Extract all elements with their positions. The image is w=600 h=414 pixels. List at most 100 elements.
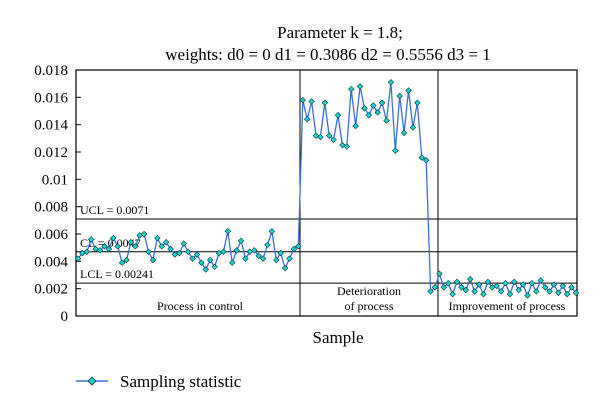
legend-label: Sampling statistic (120, 372, 242, 391)
series-group (74, 79, 580, 299)
data-point (110, 234, 117, 242)
data-point (467, 275, 474, 283)
data-point (480, 290, 487, 298)
region-label-in-control: Process in control (157, 299, 244, 313)
data-point (189, 255, 196, 262)
data-point (259, 255, 267, 262)
data-point (414, 99, 421, 107)
ucl-label: UCL = 0.0071 (80, 203, 149, 217)
chart-title-line1: Parameter k = 1.8; (277, 23, 403, 42)
data-point (502, 279, 509, 287)
data-point (206, 256, 214, 264)
data-point (511, 278, 518, 286)
y-tick-label: 0.014 (34, 118, 68, 134)
data-point (154, 234, 161, 242)
data-point (114, 243, 121, 250)
data-point (541, 284, 549, 291)
data-point (96, 247, 104, 254)
legend: Sampling statistic (76, 372, 242, 391)
y-axis-ticks: 0 0.002 0.004 0.006 0.008 0.01 0.012 0.014 0.016… (34, 63, 81, 325)
y-tick-label: 0 (61, 309, 69, 325)
region-label-deterioration-line1: Deterioration (337, 284, 401, 298)
data-point (167, 245, 174, 253)
data-point (396, 92, 403, 100)
y-tick-label: 0.01 (42, 172, 68, 188)
control-limits: UCL = 0.0071 CL = 0.0047 LCL = 0.00241 (76, 203, 577, 284)
data-point (475, 281, 483, 288)
data-point (374, 109, 381, 116)
data-point (101, 243, 108, 250)
x-axis-label: Sample (313, 328, 364, 347)
data-point (334, 111, 342, 119)
data-point (348, 85, 355, 93)
data-point (330, 136, 337, 143)
data-point (268, 228, 276, 235)
data-point (127, 238, 135, 246)
data-point (242, 255, 249, 262)
data-point (317, 133, 324, 141)
data-point (550, 281, 558, 288)
data-point (563, 290, 571, 298)
data-point (264, 241, 271, 249)
data-point (427, 288, 434, 295)
data-point (356, 83, 364, 90)
data-point (365, 111, 373, 119)
data-point (237, 237, 245, 245)
data-point (303, 115, 311, 123)
data-point (140, 230, 148, 238)
data-point (229, 259, 236, 266)
data-point (361, 105, 368, 112)
data-point (546, 288, 553, 295)
data-point (352, 122, 359, 130)
cl-label: CL = 0.0047 (80, 236, 141, 250)
data-point (449, 290, 456, 298)
data-point (255, 252, 262, 260)
data-point (149, 256, 157, 264)
y-tick-label: 0.008 (34, 200, 68, 216)
data-point (211, 263, 218, 271)
data-point (198, 259, 205, 266)
y-tick-label: 0.004 (34, 254, 68, 270)
data-point (343, 143, 351, 150)
data-point (220, 248, 227, 255)
data-point (436, 270, 443, 277)
data-point (528, 279, 536, 287)
data-point (224, 228, 232, 235)
data-point (132, 243, 139, 250)
data-point (515, 286, 522, 294)
plot-frame (75, 69, 578, 317)
data-point (123, 256, 130, 264)
data-point (118, 259, 126, 266)
data-point (493, 282, 500, 290)
data-point (462, 286, 470, 294)
data-point (202, 266, 210, 273)
data-point (308, 98, 315, 105)
series-line (77, 82, 577, 298)
data-point (559, 282, 567, 290)
data-point (387, 79, 395, 86)
data-point (299, 96, 306, 104)
lcl-label: LCL = 0.00241 (80, 267, 154, 281)
y-tick-label: 0.006 (34, 227, 68, 243)
data-point (484, 278, 492, 286)
data-point (506, 290, 514, 298)
data-point (277, 249, 284, 257)
data-point (233, 247, 240, 254)
data-point (409, 124, 417, 131)
data-point (400, 129, 408, 137)
data-point (325, 132, 333, 139)
y-tick-label: 0.018 (34, 63, 68, 79)
data-point (286, 255, 293, 262)
legend-marker (87, 376, 97, 386)
data-point (471, 288, 478, 295)
data-point (497, 288, 505, 295)
data-point (105, 245, 113, 253)
data-point (321, 99, 329, 107)
data-point (290, 245, 298, 253)
data-point (370, 102, 377, 109)
data-point (422, 156, 430, 164)
data-point (444, 279, 452, 287)
data-point (405, 87, 412, 94)
data-point (87, 236, 95, 243)
